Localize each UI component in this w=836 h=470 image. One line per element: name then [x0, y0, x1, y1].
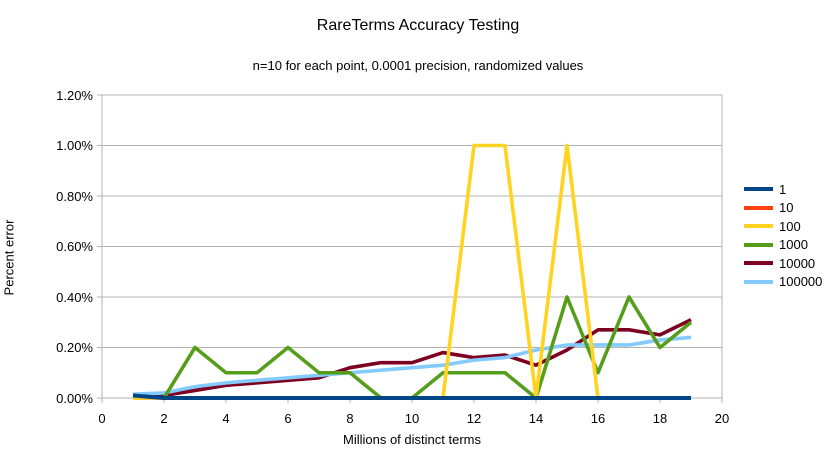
- legend: 1 10 100 1000 10000 100000: [744, 180, 822, 291]
- legend-swatch: [744, 205, 773, 210]
- y-tick-label: 0.80%: [56, 188, 93, 204]
- legend-label: 100000: [779, 274, 823, 290]
- legend-item-10000: 10000: [744, 254, 822, 273]
- y-axis-title: Percent error: [1, 219, 17, 296]
- legend-label: 100: [779, 218, 801, 234]
- legend-swatch: [744, 224, 773, 229]
- y-tick-label: 0.00%: [56, 390, 93, 406]
- legend-swatch: [744, 261, 773, 266]
- x-tick-label: 14: [528, 411, 544, 426]
- legend-item-10: 10: [744, 199, 822, 218]
- x-tick-label: 2: [160, 411, 168, 426]
- y-tick-label: 1.00%: [56, 138, 93, 153]
- chart-subtitle: n=10 for each point, 0.0001 precision, r…: [252, 58, 584, 73]
- x-tick-label: 8: [346, 411, 354, 426]
- x-tick-label: 16: [590, 411, 606, 426]
- legend-label: 1: [779, 181, 787, 197]
- series-line-100000: [132, 335, 692, 397]
- series-line-1: [132, 393, 691, 400]
- chart-title: RareTerms Accuracy Testing: [316, 17, 520, 34]
- series-line-100: [133, 143, 691, 400]
- x-tick-label: 0: [98, 411, 106, 426]
- x-tick-label: 6: [284, 411, 292, 426]
- x-tick-label: 20: [714, 411, 730, 426]
- legend-label: 10000: [779, 255, 816, 271]
- x-tick-label: 4: [222, 411, 230, 426]
- x-tick-label: 10: [404, 411, 420, 426]
- y-tick-label: 0.20%: [56, 340, 93, 355]
- legend-item-1000: 1000: [744, 236, 822, 255]
- legend-label: 1000: [779, 237, 808, 253]
- legend-swatch: [744, 187, 773, 192]
- series-line-10000: [133, 318, 692, 398]
- x-tick-label: 18: [652, 411, 668, 426]
- legend-label: 10: [779, 200, 794, 216]
- y-tick-label: 1.20%: [56, 87, 93, 103]
- legend-item-100000: 100000: [744, 273, 822, 292]
- legend-item-100: 100: [744, 217, 822, 236]
- legend-item-1: 1: [744, 180, 822, 199]
- legend-swatch: [744, 242, 773, 247]
- x-axis-title: Millions of distinct terms: [343, 432, 481, 447]
- x-tick-label: 12: [466, 411, 482, 426]
- y-tick-label: 0.40%: [56, 289, 93, 305]
- y-tick-label: 0.60%: [56, 239, 93, 254]
- legend-swatch: [744, 279, 773, 284]
